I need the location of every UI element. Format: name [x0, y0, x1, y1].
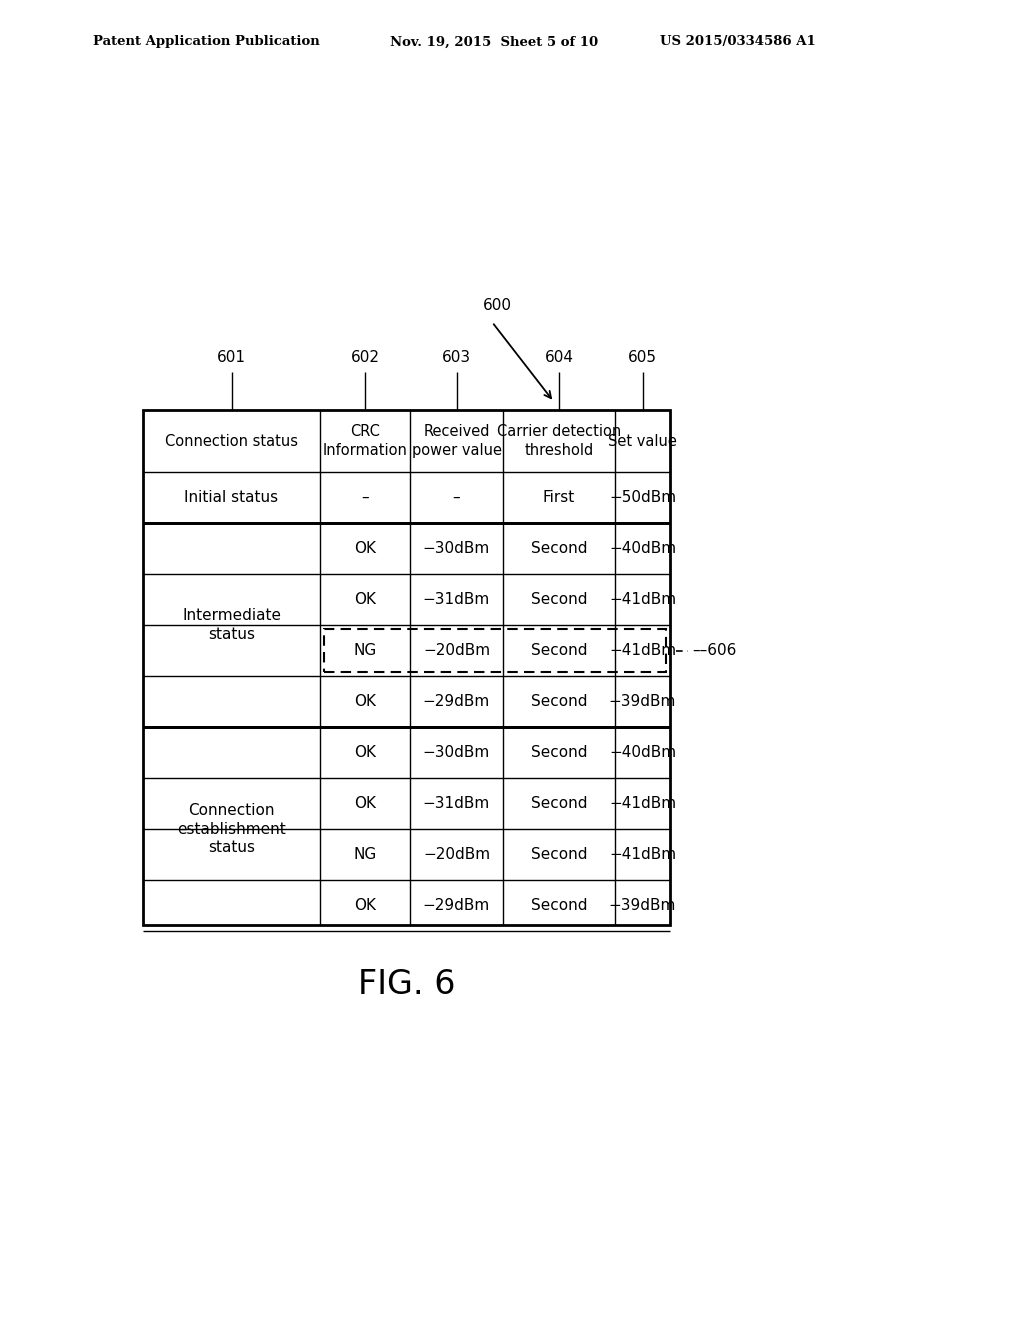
Text: ––606: ––606: [692, 643, 736, 657]
Text: OK: OK: [354, 694, 376, 709]
Text: −41dBm: −41dBm: [609, 591, 676, 607]
Text: Initial status: Initial status: [184, 490, 279, 506]
Text: −41dBm: −41dBm: [609, 643, 676, 657]
Text: −40dBm: −40dBm: [609, 744, 676, 760]
Text: Patent Application Publication: Patent Application Publication: [93, 36, 319, 49]
Text: −41dBm: −41dBm: [609, 796, 676, 810]
Text: Second: Second: [530, 744, 587, 760]
Text: −29dBm: −29dBm: [423, 898, 490, 913]
Text: First: First: [543, 490, 575, 506]
Text: NG: NG: [353, 847, 377, 862]
Text: −20dBm: −20dBm: [423, 847, 490, 862]
Text: −39dBm: −39dBm: [609, 694, 676, 709]
Text: OK: OK: [354, 541, 376, 556]
Text: Set value: Set value: [608, 433, 677, 449]
Text: OK: OK: [354, 898, 376, 913]
Text: −31dBm: −31dBm: [423, 591, 490, 607]
Text: Second: Second: [530, 694, 587, 709]
Text: CRC
Information: CRC Information: [323, 424, 408, 458]
Text: OK: OK: [354, 796, 376, 810]
Text: −31dBm: −31dBm: [423, 796, 490, 810]
Text: 601: 601: [217, 351, 246, 366]
Text: −30dBm: −30dBm: [423, 541, 490, 556]
Text: 602: 602: [350, 351, 380, 366]
Text: Second: Second: [530, 847, 587, 862]
Text: OK: OK: [354, 744, 376, 760]
Text: NG: NG: [353, 643, 377, 657]
Text: Received
power value: Received power value: [412, 424, 502, 458]
Text: 603: 603: [442, 351, 471, 366]
Text: Connection
establishment
status: Connection establishment status: [177, 803, 286, 855]
Text: −30dBm: −30dBm: [423, 744, 490, 760]
Bar: [143, 411, 670, 925]
Bar: [324, 630, 666, 672]
Text: Intermediate
status: Intermediate status: [182, 609, 281, 642]
Text: 600: 600: [482, 297, 512, 313]
Text: Second: Second: [530, 591, 587, 607]
Text: Second: Second: [530, 541, 587, 556]
Text: OK: OK: [354, 591, 376, 607]
Text: −39dBm: −39dBm: [609, 898, 676, 913]
Text: −50dBm: −50dBm: [609, 490, 676, 506]
Text: –: –: [453, 490, 461, 506]
Text: −29dBm: −29dBm: [423, 694, 490, 709]
Text: US 2015/0334586 A1: US 2015/0334586 A1: [660, 36, 816, 49]
Text: 605: 605: [628, 351, 657, 366]
Text: −40dBm: −40dBm: [609, 541, 676, 556]
Text: −20dBm: −20dBm: [423, 643, 490, 657]
Text: Second: Second: [530, 898, 587, 913]
Text: Nov. 19, 2015  Sheet 5 of 10: Nov. 19, 2015 Sheet 5 of 10: [390, 36, 598, 49]
Text: Second: Second: [530, 796, 587, 810]
Text: −41dBm: −41dBm: [609, 847, 676, 862]
Text: FIG. 6: FIG. 6: [357, 969, 456, 1002]
Text: Connection status: Connection status: [165, 433, 298, 449]
Text: –: –: [361, 490, 369, 506]
Text: Second: Second: [530, 643, 587, 657]
Text: 604: 604: [545, 351, 573, 366]
Text: Carrier detection
threshold: Carrier detection threshold: [497, 424, 622, 458]
